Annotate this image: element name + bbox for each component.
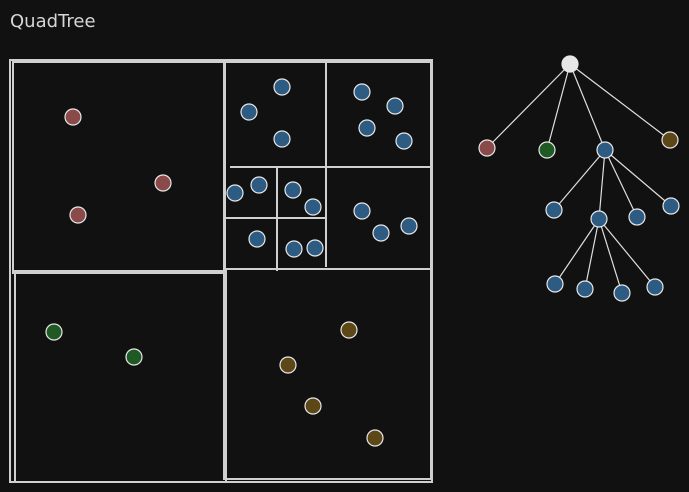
tree-node — [538, 141, 556, 159]
data-point — [273, 130, 291, 148]
data-point — [395, 132, 413, 150]
data-point — [45, 323, 63, 341]
data-point — [69, 206, 87, 224]
quadrant-top-left-frame — [12, 61, 225, 274]
tree-node — [646, 278, 664, 296]
tree-node — [661, 131, 679, 149]
tree-node — [478, 139, 496, 157]
tree-edge — [569, 63, 671, 141]
data-point — [304, 198, 322, 216]
data-point — [240, 103, 258, 121]
data-point — [304, 397, 322, 415]
points-bottom-right — [279, 321, 384, 447]
tree-edge — [598, 149, 606, 220]
data-point — [353, 202, 371, 220]
tree-node — [662, 197, 680, 215]
tree-edge — [598, 218, 656, 288]
points-top-left — [64, 108, 172, 224]
tree-edge — [598, 218, 623, 294]
quadrant-bottom-left-frame — [14, 270, 227, 483]
data-point — [279, 356, 297, 374]
tree-edge — [554, 218, 600, 285]
tree-node — [628, 208, 646, 226]
tree-node — [590, 210, 608, 228]
tree-edge — [486, 63, 571, 149]
data-point — [372, 224, 390, 242]
data-point — [358, 119, 376, 137]
data-point — [273, 78, 291, 96]
data-point — [250, 176, 268, 194]
tree-node — [596, 141, 614, 159]
data-point — [285, 240, 303, 258]
data-point — [284, 181, 302, 199]
data-point — [125, 348, 143, 366]
points-bottom-left — [45, 323, 143, 366]
spatial-partition — [9, 59, 433, 483]
page-title: QuadTree — [10, 11, 96, 32]
data-point — [400, 217, 418, 235]
tree-edge — [546, 63, 571, 151]
tree-edge — [553, 149, 606, 211]
points-top-right — [226, 78, 418, 258]
data-point — [366, 429, 384, 447]
data-point — [248, 230, 266, 248]
data-point — [226, 184, 244, 202]
tree-node — [545, 201, 563, 219]
tree-node — [576, 280, 594, 298]
quadrant-bottom-right-frame — [223, 268, 432, 480]
tree-edge — [604, 149, 638, 218]
tree-node — [546, 275, 564, 293]
data-point — [353, 83, 371, 101]
data-point — [386, 97, 404, 115]
tree-edge — [584, 218, 600, 290]
data-point — [306, 239, 324, 257]
data-point — [340, 321, 358, 339]
tree-root-node — [561, 55, 579, 73]
tree-edge — [604, 149, 672, 207]
data-point — [154, 174, 172, 192]
data-point — [64, 108, 82, 126]
tree-diagram — [478, 55, 680, 302]
tree-node — [613, 284, 631, 302]
tree-edge — [569, 63, 606, 151]
